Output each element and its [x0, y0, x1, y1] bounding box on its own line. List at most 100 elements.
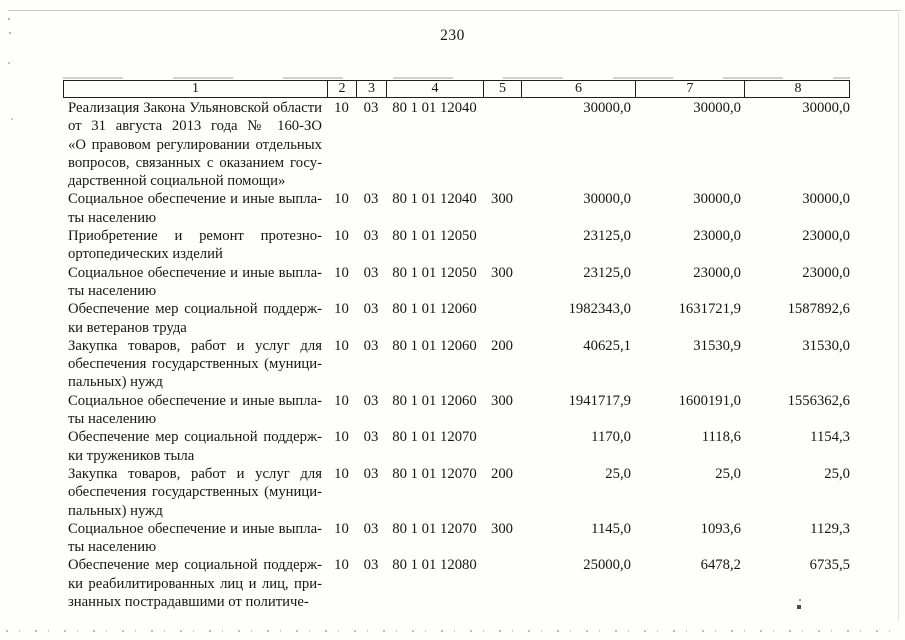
cell-name: Социальное обеспечение и иные выпла-ты н…	[63, 520, 327, 557]
table-row: Реализация Закона Ульяновской области от …	[63, 99, 850, 190]
cell-col8: 6735,5	[809, 557, 850, 574]
cell-col2: 10	[334, 191, 349, 208]
cell-col2: 10	[334, 264, 349, 281]
cell-col5: 300	[490, 264, 514, 281]
cell-col4: 80 1 01 12040	[392, 191, 477, 208]
cell-col2: 10	[334, 392, 349, 409]
text-line: Социальное обеспечение и иные выпла-	[68, 191, 322, 208]
text-line: ты населению	[68, 282, 157, 299]
header-cell-4: 4	[387, 81, 484, 97]
cell-col2: 10	[334, 520, 349, 537]
text-line: пальных) нужд	[68, 374, 163, 391]
text-line: ортопедических изделий	[68, 246, 223, 263]
cell-name: Обеспечение мер социальной поддерж-ки ве…	[63, 300, 327, 337]
table-row: Социальное обеспечение и иные выпла-ты н…	[63, 264, 850, 301]
text-line: Обеспечение мер социальной поддерж-	[68, 557, 322, 574]
cell-col6: 23125,0	[583, 228, 631, 245]
cell-col2: 10	[334, 465, 349, 482]
text-line: Закупка товаров, работ и услуг для	[68, 465, 322, 482]
text-line: обеспечения государственных (муници-	[68, 356, 322, 373]
cell-col2: 10	[334, 301, 349, 318]
header-cell-5: 5	[484, 81, 522, 97]
text-line: Закупка товаров, работ и услуг для	[68, 337, 322, 354]
table-row: Приобретение и ремонт протезно-ортопедич…	[63, 227, 850, 264]
cell-col4: 80 1 01 12040	[392, 100, 477, 116]
cell-col7: 30000,0	[693, 191, 741, 208]
cell-col8: 23000,0	[802, 264, 850, 281]
cell-col4: 80 1 01 12060	[392, 392, 477, 409]
cell-col2: 10	[334, 228, 349, 245]
cell-name: Обеспечение мер социальной поддерж-ки тр…	[63, 428, 327, 465]
text-line: ки ветеранов труда	[68, 319, 187, 336]
cell-col4: 80 1 01 12050	[392, 264, 477, 281]
table-row: Обеспечение мер социальной поддерж-ки ве…	[63, 300, 850, 337]
cell-col8: 1154,3	[810, 429, 850, 446]
cell-col2: 10	[334, 429, 349, 446]
scan-artifact-bottom-dots	[6, 630, 896, 632]
table-row: Социальное обеспечение и иные выпла-ты н…	[63, 520, 850, 557]
header-cell-1: 1	[64, 81, 328, 97]
cell-col4: 80 1 01 12050	[392, 228, 477, 245]
cell-name: Социальное обеспечение и иные выпла-ты н…	[63, 264, 327, 301]
table-row: Закупка товаров, работ и услуг для обеспе…	[63, 465, 850, 520]
cell-col8: 31530,0	[802, 337, 850, 354]
cell-col5: 200	[490, 337, 514, 354]
text-line: вопросов, связанных с оказанием госу-	[68, 154, 322, 171]
cell-col6: 30000,0	[583, 191, 631, 208]
scan-artifact-specks	[8, 18, 10, 20]
cell-col7: 6478,2	[700, 557, 741, 574]
cell-name: Реализация Закона Ульяновской области от …	[63, 99, 327, 190]
scan-artifact-top-line	[8, 10, 901, 11]
cell-col2: 10	[334, 557, 349, 574]
cell-col8: 25,0	[824, 465, 850, 482]
cell-col4: 80 1 01 12080	[392, 557, 477, 574]
cell-col8: 1129,3	[810, 520, 850, 537]
cell-col2: 10	[334, 100, 349, 116]
header-cell-2: 2	[328, 81, 357, 97]
header-cell-7: 7	[636, 81, 745, 97]
cell-col3: 03	[363, 429, 379, 446]
cell-col8: 1556362,6	[787, 392, 850, 409]
text-line: пальных) нужд	[68, 502, 163, 519]
cell-col3: 03	[363, 465, 379, 482]
text-line: обеспечения государственных (муници-	[68, 484, 322, 501]
text-line: дарственной социальной помощи»	[68, 173, 286, 190]
text-line: знанных пострадавшими от политиче-	[68, 594, 309, 611]
cell-col4: 80 1 01 12070	[392, 520, 477, 537]
text-line: Социальное обеспечение и иные выпла-	[68, 520, 322, 537]
cell-col3: 03	[363, 100, 379, 116]
cell-name: Социальное обеспечение и иные выпла-ты н…	[63, 190, 327, 227]
table-body: Реализация Закона Ульяновской области от …	[63, 98, 850, 611]
cell-name: Закупка товаров, работ и услуг для обеспе…	[63, 337, 327, 392]
header-cell-3: 3	[357, 81, 387, 97]
cell-col8: 30000,0	[802, 100, 850, 116]
cell-col3: 03	[363, 520, 379, 537]
cell-col6: 25,0	[605, 465, 631, 482]
cell-col7: 1118,6	[701, 429, 741, 446]
cell-name: Приобретение и ремонт протезно-ортопедич…	[63, 227, 327, 264]
cell-col7: 1093,6	[700, 520, 741, 537]
scan-artifact-header-smudge	[63, 77, 850, 79]
text-line: ты населению	[68, 411, 157, 428]
table-row: Обеспечение мер социальной поддерж-ки тр…	[63, 428, 850, 465]
cell-col5: 300	[490, 520, 514, 537]
cell-col3: 03	[363, 301, 379, 318]
cell-col3: 03	[363, 392, 379, 409]
text-line: ки тружеников тыла	[68, 447, 195, 464]
cell-col3: 03	[363, 337, 379, 354]
cell-col6: 1941717,9	[568, 392, 631, 409]
cell-col6: 1170,0	[591, 429, 631, 446]
text-line: ты населению	[68, 539, 157, 556]
cell-col6: 25000,0	[583, 557, 631, 574]
text-line: Приобретение и ремонт протезно-	[68, 228, 322, 245]
text-line: ки реабилитированных лиц и лиц, при-	[68, 575, 322, 592]
cell-col6: 30000,0	[583, 100, 631, 116]
text-line: Реализация Закона Ульяновской области	[68, 100, 322, 116]
text-line: Социальное обеспечение и иные выпла-	[68, 264, 322, 281]
table-row: Закупка товаров, работ и услуг для обеспе…	[63, 337, 850, 392]
cell-col4: 80 1 01 12060	[392, 301, 477, 318]
cell-col6: 40625,1	[583, 337, 631, 354]
cell-col7: 25,0	[715, 465, 741, 482]
